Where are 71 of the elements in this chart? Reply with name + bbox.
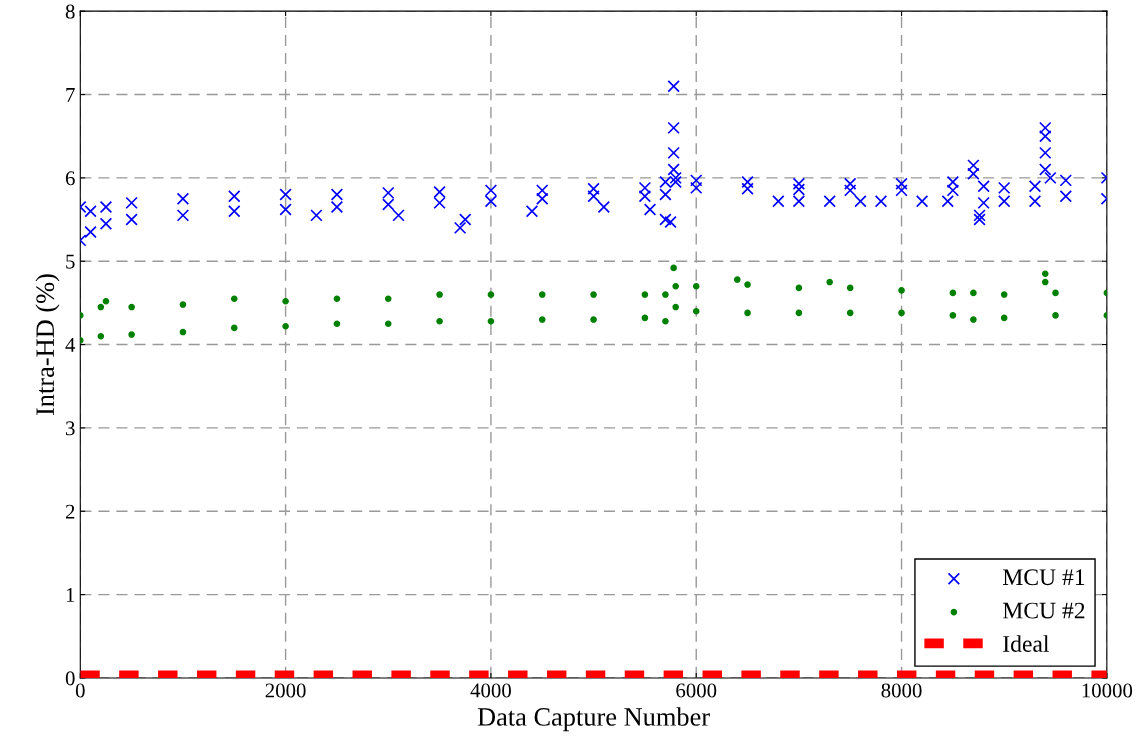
point [970,316,977,323]
point [846,309,854,317]
point [97,303,105,311]
point [590,291,597,298]
legend-label: MCU #2 [1002,602,1085,619]
point [670,264,677,272]
point [692,307,700,315]
point [1041,270,1049,278]
point [949,289,957,297]
point [128,303,135,311]
point [662,291,669,298]
point [744,281,751,288]
point [1052,289,1059,297]
point [846,284,854,292]
point [179,301,187,308]
point [672,303,679,311]
point [641,314,649,322]
point [230,324,238,332]
point [744,309,751,317]
point [436,317,443,325]
y-tick-label: 0 [65,671,75,686]
x-tick-label: 2000 [265,683,306,698]
legend-label: Ideal [1003,635,1050,652]
point [898,309,905,317]
y-tick-label: 3 [66,421,75,436]
y-tick-label: 7 [66,88,75,102]
x-tick-label: 8000 [881,683,922,698]
point [384,320,392,328]
x-tick-label: 4000 [470,683,511,698]
point [282,322,289,330]
point [384,295,392,303]
y-tick-label: 4 [65,338,76,352]
point [590,316,597,323]
point [662,317,669,325]
point [230,295,238,303]
point [487,291,495,298]
point [898,287,905,294]
point [436,291,443,298]
point [282,297,289,305]
point [487,317,495,325]
point [795,284,803,292]
point [128,331,135,338]
point [333,320,341,328]
y-tick-label: 2 [65,504,75,519]
y-tick-label: 6 [65,171,75,186]
point [102,297,110,305]
point [1000,314,1008,322]
point [672,282,679,290]
point [1000,291,1008,298]
y-tick-label: 5 [66,254,75,269]
point [97,332,105,340]
y-tick-label: 1 [66,588,75,602]
point [333,295,341,303]
point [733,276,741,283]
y-axis-title: Intra-HD (%) [35,274,60,416]
x-tick-label: 10000 [1082,683,1133,698]
point [970,289,977,297]
point [641,291,649,298]
legend-label: MCU #1 [1002,569,1085,586]
x-tick-label: 6000 [676,683,717,698]
point [538,291,546,298]
point [1041,278,1049,286]
point [179,328,187,336]
point [692,282,700,290]
y-tick-label: 8 [65,4,75,19]
x-axis-title: Data Capture Number [477,707,710,732]
point [795,309,803,317]
point [538,316,546,323]
point [1052,312,1059,319]
point [949,312,957,319]
point [826,278,833,286]
